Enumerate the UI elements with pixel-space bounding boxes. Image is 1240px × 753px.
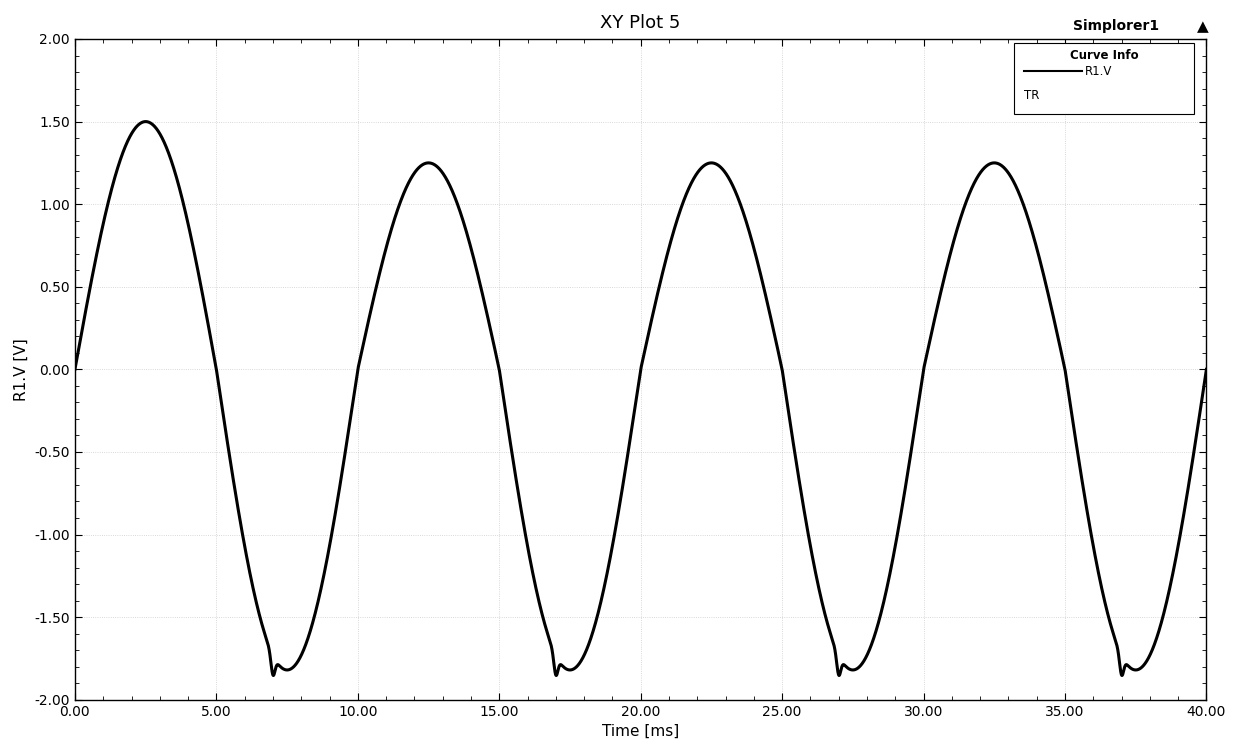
Text: R1.V: R1.V: [1085, 65, 1112, 78]
Text: ▲: ▲: [1198, 19, 1209, 34]
Text: Curve Info: Curve Info: [1070, 49, 1138, 62]
Text: TR: TR: [1024, 90, 1039, 102]
Y-axis label: R1.V [V]: R1.V [V]: [14, 338, 29, 401]
Text: Simplorer1: Simplorer1: [1073, 19, 1158, 33]
Title: XY Plot 5: XY Plot 5: [600, 14, 681, 32]
X-axis label: Time [ms]: Time [ms]: [603, 724, 680, 739]
